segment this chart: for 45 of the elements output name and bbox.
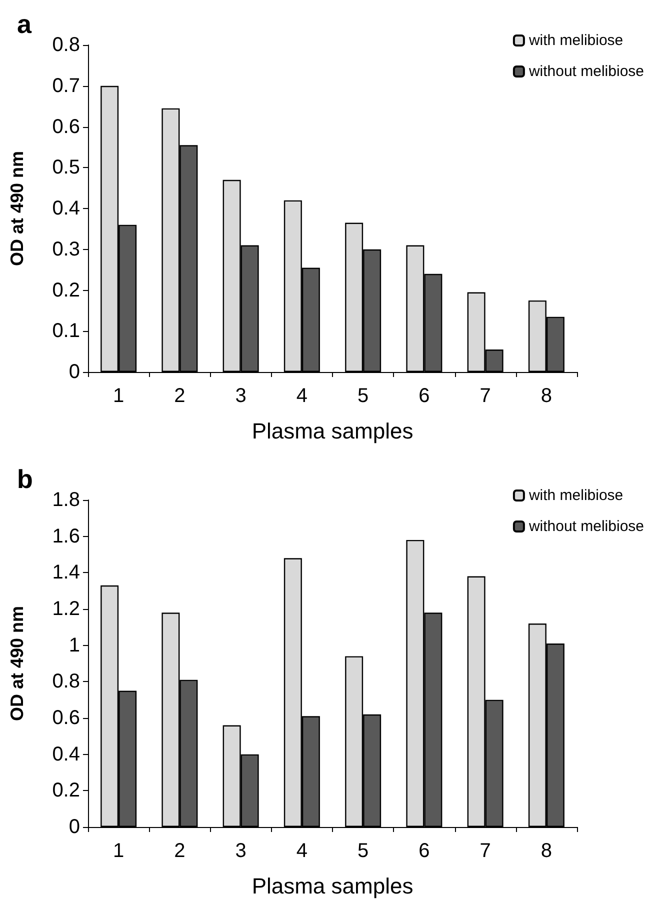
x-tick-label: 7: [480, 840, 491, 862]
legend-label: without melibiose: [528, 518, 644, 535]
y-tick-label: 1.6: [52, 525, 80, 548]
legend-label: with melibiose: [528, 32, 624, 49]
y-tick-label: 0.1: [52, 320, 80, 342]
x-axis-title: Plasma samples: [252, 874, 414, 898]
y-axis-title: OD at 490 nm: [7, 606, 27, 722]
y-tick-label: 0.8: [52, 670, 80, 693]
x-tick-label: 6: [418, 385, 430, 407]
y-tick-label: 0.3: [52, 238, 80, 260]
y-tick-label: 0.6: [52, 116, 80, 138]
y-tick-label: 0.2: [52, 780, 80, 802]
y-tick-label: 1.2: [52, 598, 80, 620]
y-tick-label: 0.8: [52, 34, 80, 56]
chart-title: b: [17, 464, 33, 494]
x-axis-title: Plasma samples: [252, 418, 414, 444]
x-tick-label: 7: [480, 385, 491, 407]
y-tick-label: 0.6: [52, 707, 80, 729]
x-tick-label: 5: [358, 385, 369, 407]
y-axis-title: OD at 490 nm: [7, 150, 27, 266]
x-tick-label: 3: [235, 840, 246, 862]
x-tick-label: 1: [113, 385, 124, 407]
chart-title: a: [17, 9, 32, 39]
y-tick-label: 0.5: [52, 156, 80, 179]
y-tick-label: 0.4: [52, 743, 80, 766]
x-tick-label: 5: [358, 840, 369, 862]
y-tick-label: 1: [68, 634, 80, 656]
y-tick-label: 0.4: [52, 198, 80, 220]
y-tick-label: 0.2: [52, 279, 80, 302]
x-tick-label: 3: [235, 385, 246, 407]
x-tick-label: 2: [174, 840, 186, 862]
x-tick-label: 4: [296, 840, 308, 862]
y-tick-label: 1.4: [52, 562, 80, 584]
x-tick-label: 8: [540, 840, 552, 862]
x-tick-label: 8: [540, 385, 552, 407]
x-tick-label: 6: [418, 840, 430, 862]
y-tick-label: 0.7: [52, 74, 80, 97]
legend-label: with melibiose: [528, 487, 624, 504]
x-tick-label: 1: [113, 840, 124, 862]
x-tick-label: 4: [296, 385, 308, 407]
y-tick-label: 0: [68, 816, 80, 838]
x-tick-label: 2: [174, 385, 186, 407]
y-tick-label: 0: [68, 361, 80, 383]
legend-label: without melibiose: [528, 63, 644, 80]
y-tick-label: 1.8: [52, 489, 80, 511]
